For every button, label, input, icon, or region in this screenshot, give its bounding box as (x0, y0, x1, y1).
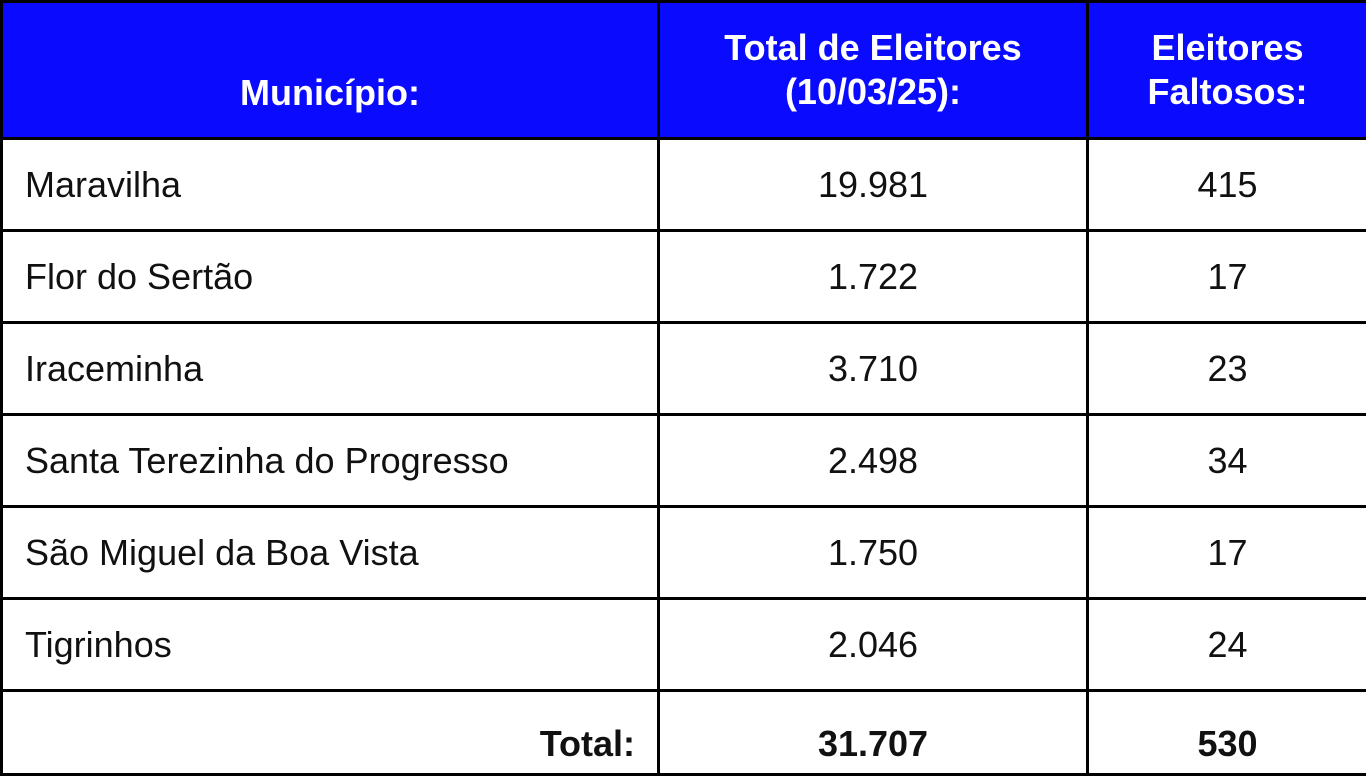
municipality-cell: Maravilha (2, 139, 659, 231)
number-cell: 19.981 (659, 139, 1088, 231)
total-cell: 530 (1088, 691, 1366, 775)
number-cell: 3.710 (659, 323, 1088, 415)
header-text: Total de Eleitores (682, 26, 1064, 70)
municipality-cell: Flor do Sertão (2, 231, 659, 323)
number-cell: 17 (1088, 507, 1366, 599)
municipality-cell: São Miguel da Boa Vista (2, 507, 659, 599)
header-text: Eleitores (1111, 26, 1344, 70)
number-cell: 1.722 (659, 231, 1088, 323)
header-cell: Total de Eleitores(10/03/25): (659, 2, 1088, 139)
number-cell: 2.046 (659, 599, 1088, 691)
number-cell: 17 (1088, 231, 1366, 323)
number-cell: 415 (1088, 139, 1366, 231)
number-cell: 34 (1088, 415, 1366, 507)
number-cell: 24 (1088, 599, 1366, 691)
header-text: (10/03/25): (682, 70, 1064, 114)
header-row: Município:Total de Eleitores(10/03/25):E… (2, 2, 1366, 139)
header-cell: Município: (2, 2, 659, 139)
number-cell: 2.498 (659, 415, 1088, 507)
header-text: Faltosos: (1111, 70, 1344, 114)
total-cell: 31.707 (659, 691, 1088, 775)
municipality-cell: Tigrinhos (2, 599, 659, 691)
total-label: Total: (2, 691, 659, 775)
header-text: Município: (25, 71, 635, 115)
municipality-cell: Iraceminha (2, 323, 659, 415)
municipality-cell: Santa Terezinha do Progresso (2, 415, 659, 507)
number-cell: 23 (1088, 323, 1366, 415)
number-cell: 1.750 (659, 507, 1088, 599)
